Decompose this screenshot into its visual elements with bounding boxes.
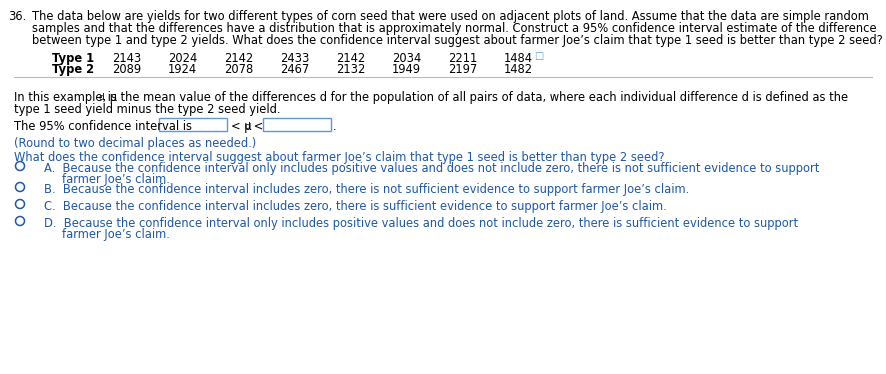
Text: 1482: 1482 <box>504 63 533 76</box>
Text: 2197: 2197 <box>448 63 478 76</box>
Text: 2142: 2142 <box>336 52 365 65</box>
Text: 2078: 2078 <box>224 63 253 76</box>
Text: 1484: 1484 <box>504 52 533 65</box>
Text: type 1 seed yield minus the type 2 seed yield.: type 1 seed yield minus the type 2 seed … <box>14 103 281 116</box>
Text: (Round to two decimal places as needed.): (Round to two decimal places as needed.) <box>14 137 256 150</box>
Text: Type 2: Type 2 <box>52 63 94 76</box>
Text: C.  Because the confidence interval includes zero, there is sufficient evidence : C. Because the confidence interval inclu… <box>44 200 667 213</box>
Text: farmer Joe’s claim.: farmer Joe’s claim. <box>62 173 170 186</box>
Text: □: □ <box>534 51 543 61</box>
Text: The data below are yields for two different types of corn seed that were used on: The data below are yields for two differ… <box>32 10 869 23</box>
Text: is the mean value of the differences d for the population of all pairs of data, : is the mean value of the differences d f… <box>105 91 849 104</box>
Text: 2211: 2211 <box>448 52 478 65</box>
Text: 2132: 2132 <box>336 63 365 76</box>
Text: 2034: 2034 <box>392 52 421 65</box>
Text: between type 1 and type 2 yields. What does the confidence interval suggest abou: between type 1 and type 2 yields. What d… <box>32 34 882 47</box>
Bar <box>263 118 330 131</box>
Text: B.  Because the confidence interval includes zero, there is not sufficient evide: B. Because the confidence interval inclu… <box>44 183 689 196</box>
Text: 1949: 1949 <box>392 63 421 76</box>
Text: .: . <box>333 120 337 133</box>
Text: Type 1: Type 1 <box>52 52 94 65</box>
Text: 2433: 2433 <box>280 52 309 65</box>
Text: d: d <box>99 93 105 102</box>
Bar <box>159 118 227 131</box>
Text: 2143: 2143 <box>112 52 141 65</box>
Text: 1924: 1924 <box>168 63 197 76</box>
Text: < μ: < μ <box>230 120 252 133</box>
Text: In this example, μ: In this example, μ <box>14 91 117 104</box>
Text: 2089: 2089 <box>112 63 141 76</box>
Text: 2024: 2024 <box>168 52 198 65</box>
Text: A.  Because the confidence interval only includes positive values and does not i: A. Because the confidence interval only … <box>44 162 820 175</box>
Text: samples and that the differences have a distribution that is approximately norma: samples and that the differences have a … <box>32 22 876 35</box>
Text: <: < <box>250 120 263 133</box>
Text: farmer Joe’s claim.: farmer Joe’s claim. <box>62 228 170 241</box>
Text: 36.: 36. <box>8 10 27 23</box>
Text: 2467: 2467 <box>280 63 309 76</box>
Text: What does the confidence interval suggest about farmer Joe’s claim that type 1 s: What does the confidence interval sugges… <box>14 151 664 164</box>
Text: 2142: 2142 <box>224 52 253 65</box>
Text: D.  Because the confidence interval only includes positive values and does not i: D. Because the confidence interval only … <box>44 217 798 230</box>
Text: The 95% confidence interval is: The 95% confidence interval is <box>14 120 192 133</box>
Text: d: d <box>245 122 250 131</box>
